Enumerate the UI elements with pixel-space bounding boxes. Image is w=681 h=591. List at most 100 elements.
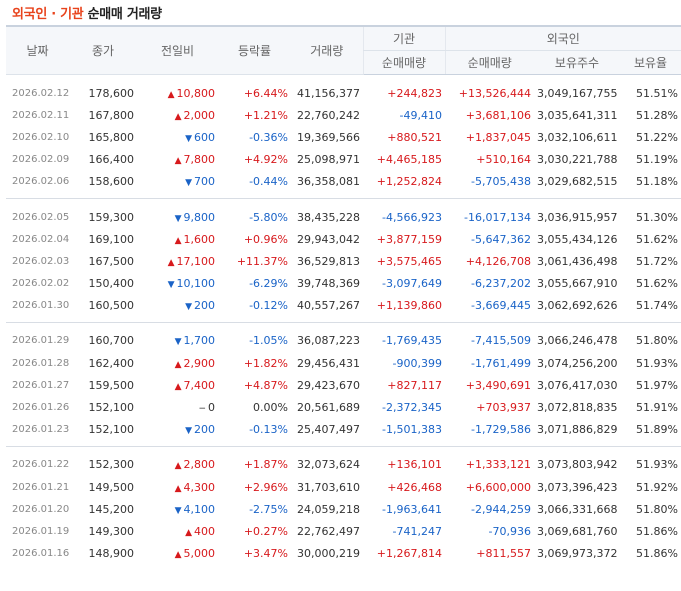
cell-volume: 29,943,042 [297,232,360,246]
cell-close: 149,500 [88,480,135,494]
cell-foreign-ratio: 51.72% [636,254,678,268]
cell-foreign-net: +3,490,691 [465,378,531,392]
cell-foreign-net: -1,761,499 [471,356,531,370]
cell-foreign-holdings: 3,074,256,200 [537,356,618,370]
cell-inst-net: +1,267,814 [376,547,442,561]
table-row: 2026.01.27 159,500 ▲ 7,400 +4.87% 29,423,670 +… [6,374,681,396]
down-triangle-icon: ▼ [174,213,182,224]
cell-rate: +6.44% [243,86,288,100]
header-inst-net: 순매매량 [362,50,445,75]
cell-foreign-net: -7,415,509 [471,334,531,348]
cell-foreign-ratio: 51.18% [636,175,678,189]
cell-foreign-holdings: 3,049,167,755 [537,86,618,100]
cell-rate: +1.21% [243,108,288,122]
change-value: 17,100 [176,254,216,268]
header-foreign-ratio: 보유율 [620,50,681,75]
cell-volume: 25,098,971 [297,153,360,167]
cell-inst-net: -2,372,345 [382,401,442,415]
table-row: 2026.01.19 149,300 ▲ 400 +0.27% 22,762,497 -74… [6,520,681,542]
cell-foreign-ratio: 51.51% [636,86,678,100]
cell-rate: +0.27% [243,524,288,538]
cell-volume: 24,059,218 [297,502,360,516]
up-triangle-icon: ▲ [174,550,182,561]
change-value: 4,100 [183,502,216,516]
cell-date: 2026.01.23 [12,424,70,436]
table-body: 2026.02.12 178,600 ▲ 10,800 +6.44% 41,156,377… [6,75,681,565]
cell-volume: 36,358,081 [297,175,360,189]
cell-foreign-net: -70,936 [488,524,531,538]
cell-foreign-net: -5,705,438 [471,175,531,189]
change-value: 1,700 [183,334,216,348]
cell-rate: -0.36% [249,130,288,144]
change-value: 200 [194,299,215,313]
cell-rate: -0.13% [249,423,288,437]
change-value: 4,300 [183,480,216,494]
cell-foreign-net: -5,647,362 [471,232,531,246]
cell-date: 2026.01.26 [12,402,70,414]
cell-date: 2026.01.19 [12,525,70,537]
cell-volume: 25,407,497 [297,423,360,437]
change-value: 700 [194,175,215,189]
header-close: 종가 [69,25,137,75]
cell-foreign-ratio: 51.62% [636,232,678,246]
table-row: 2026.01.28 162,400 ▲ 2,900 +1.82% 29,456,431-… [6,352,681,374]
cell-inst-net: +827,117 [387,378,442,392]
cell-inst-net: +1,139,860 [376,299,442,313]
cell-foreign-holdings: 3,069,973,372 [537,547,618,561]
cell-foreign-net: +13,526,444 [458,86,531,100]
cell-foreign-ratio: 51.62% [636,277,678,291]
cell-foreign-ratio: 51.86% [636,524,678,538]
table-row: 2026.02.04 169,100 ▲ 1,600 +0.96% 29,943,042 +… [6,228,681,250]
cell-inst-net: -741,247 [392,524,442,538]
down-triangle-icon: ▼ [185,302,192,313]
trading-volume-table: 날짜 종가 전일비 등락률 거래량 기관 외국인 순매매량 순매매량 보유주수 … [6,25,681,565]
change-value: 2,900 [183,356,216,370]
cell-close: 159,300 [88,210,135,224]
cell-change: ▲ 10,800 [137,82,218,104]
cell-date: 2026.01.29 [12,335,70,347]
cell-foreign-net: -1,729,586 [471,423,531,437]
table-row: 2026.02.12 178,600 ▲ 10,800 +6.44% 41,156,377… [6,82,681,104]
up-triangle-icon: ▲ [174,156,182,167]
cell-rate: -6.29% [249,277,288,291]
cell-volume: 40,557,267 [297,299,360,313]
cell-close: 150,400 [88,277,135,291]
cell-volume: 19,369,566 [297,130,360,144]
cell-rate: -0.12% [249,299,288,313]
cell-close: 158,600 [88,175,135,189]
cell-close: 160,700 [88,334,135,348]
table-row: 2026.01.20 145,200 ▼ 4,100 -2.75% 24,059,218-… [6,498,681,520]
cell-foreign-holdings: 3,069,681,760 [537,524,618,538]
cell-volume: 32,073,624 [297,458,360,472]
cell-rate: -5.80% [249,210,288,224]
change-value: 2,800 [183,458,216,472]
dash-icon: − [198,404,206,415]
cell-foreign-ratio: 51.93% [636,458,678,472]
table-row: 2026.01.16 148,900 ▲ 5,000 +3.47% 30,000,219 +… [6,543,681,565]
cell-foreign-net: -2,944,259 [471,502,531,516]
cell-date: 2026.01.30 [12,300,70,312]
cell-date: 2026.02.12 [12,87,70,99]
up-triangle-icon: ▲ [185,527,192,538]
cell-change: ▲ 400 [137,520,218,542]
change-value: 5,000 [183,547,216,561]
cell-change: ▼ 9,800 [137,206,218,228]
cell-foreign-net: -3,669,445 [471,299,531,313]
table-row: 2026.02.02 150,400 ▼ 10,100 -6.29% 39,748,369… [6,273,681,295]
cell-foreign-net: +811,557 [476,547,531,561]
cell-change: ▼ 4,100 [137,498,218,520]
table-row: 2026.01.22 152,300 ▲ 2,800 +1.87% 32,073,624 +… [6,454,681,476]
cell-foreign-ratio: 51.74% [636,299,678,313]
group-divider [6,322,681,323]
up-triangle-icon: ▲ [174,461,182,472]
cell-volume: 20,561,689 [297,401,360,415]
cell-inst-net: +426,468 [387,480,442,494]
cell-volume: 41,156,377 [297,86,360,100]
cell-rate: +3.47% [243,547,288,561]
cell-close: 160,500 [88,299,135,313]
cell-foreign-net: +510,164 [476,153,531,167]
cell-date: 2026.02.06 [12,176,70,188]
cell-volume: 39,748,369 [297,277,360,291]
cell-inst-net: +136,101 [387,458,442,472]
cell-inst-net: +244,823 [387,86,442,100]
